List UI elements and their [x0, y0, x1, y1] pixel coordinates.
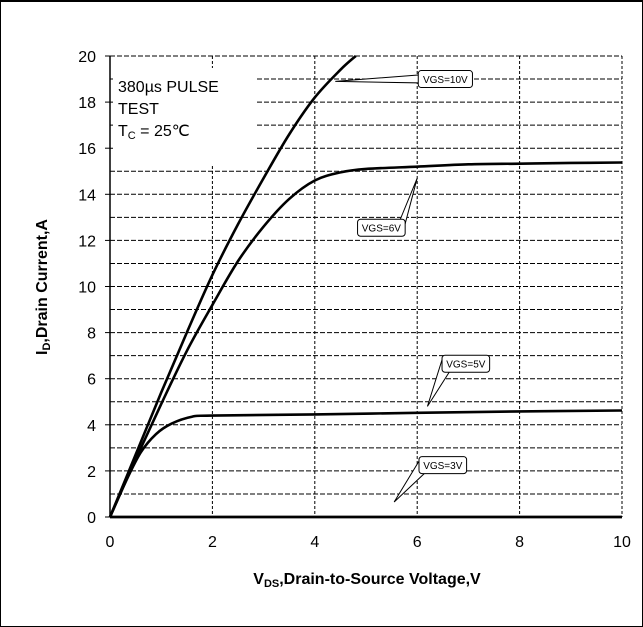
annotation-line-3: TC = 25℃	[118, 123, 190, 142]
series-layer	[108, 55, 623, 519]
series-line-vgs-5v	[108, 409, 623, 518]
x-tick-label: 8	[515, 534, 524, 551]
x-axis-title-sub: DS	[264, 578, 279, 590]
y-tick-label: 12	[78, 233, 96, 250]
callout-label: VGS=5V	[446, 360, 486, 371]
callout-layer: VGS=10V VGS=6V VGS=5V VGS=3V	[335, 70, 491, 503]
x-tick-label: 10	[613, 534, 631, 551]
series-line-vgs-10v	[108, 55, 357, 518]
y-axis-title-main: I	[34, 351, 51, 355]
x-axis-title-rest: ,Drain-to-Source Voltage,V	[279, 571, 481, 588]
y-tick-label: 6	[87, 372, 96, 389]
series-line-vgs-6v	[108, 161, 623, 518]
callout-box	[418, 456, 468, 475]
y-tick-label: 18	[78, 95, 96, 112]
callout-box	[357, 218, 406, 237]
annotation-line-3-sub: C	[128, 130, 136, 142]
y-tick-label: 4	[87, 418, 96, 435]
x-tick-label: 6	[413, 534, 422, 551]
y-tick-label: 2	[87, 464, 96, 481]
x-tick-label: 2	[208, 534, 217, 551]
x-tick-label: 4	[310, 534, 319, 551]
y-axis-title-sub: D	[41, 343, 53, 351]
callout-label: VGS=3V	[423, 461, 463, 472]
annotation-line-3-rest: = 25℃	[136, 123, 190, 140]
annotation-box	[113, 68, 255, 164]
callout-label: VGS=10V	[423, 75, 468, 86]
y-tick-label: 10	[78, 280, 96, 297]
y-tick-label: 16	[78, 141, 96, 158]
y-axis-title: ID,Drain Current,A	[34, 219, 53, 355]
x-tick-label: 0	[106, 534, 115, 551]
callout-box	[417, 70, 473, 89]
x-axis-title: VDS,Drain-to-Source Voltage,V	[253, 571, 481, 590]
annotation-line-1: 380µs PULSE	[118, 79, 219, 96]
annotation-line-3-main: T	[118, 123, 128, 140]
x-axis-title-main: V	[253, 571, 264, 588]
y-tick-label: 0	[87, 510, 96, 527]
callout-label: VGS=6V	[362, 224, 402, 235]
callout-box	[441, 354, 491, 373]
y-axis-title-rest: ,Drain Current,A	[34, 219, 51, 343]
y-tick-label: 20	[78, 49, 96, 66]
y-tick-label: 8	[87, 326, 96, 343]
annotation-line-2: TEST	[118, 101, 159, 118]
y-tick-label: 14	[78, 187, 96, 204]
tick-labels: 0 2 4 6 8 10 12 14 16 18 20 0 2 4 6 8 10	[78, 49, 631, 551]
